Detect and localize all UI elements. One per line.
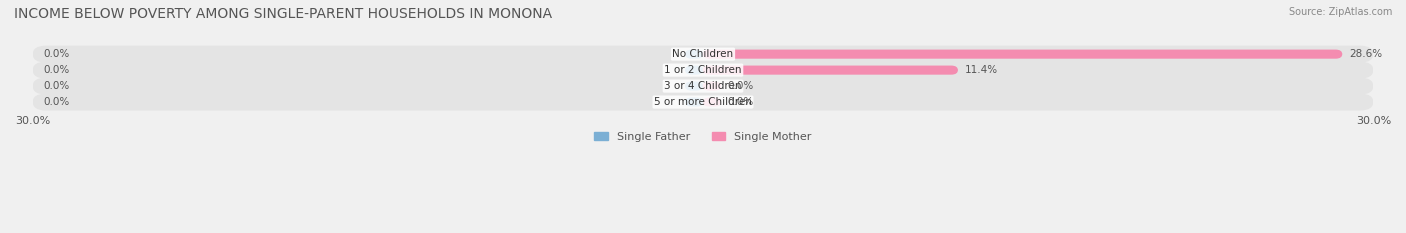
Text: 0.0%: 0.0% bbox=[44, 49, 70, 59]
Text: 0.0%: 0.0% bbox=[44, 81, 70, 91]
Legend: Single Father, Single Mother: Single Father, Single Mother bbox=[591, 127, 815, 146]
Text: 11.4%: 11.4% bbox=[965, 65, 998, 75]
Text: 0.0%: 0.0% bbox=[727, 81, 754, 91]
Text: 5 or more Children: 5 or more Children bbox=[654, 97, 752, 107]
FancyBboxPatch shape bbox=[703, 82, 721, 91]
FancyBboxPatch shape bbox=[703, 97, 721, 107]
Text: 0.0%: 0.0% bbox=[727, 97, 754, 107]
FancyBboxPatch shape bbox=[685, 97, 703, 107]
Text: 28.6%: 28.6% bbox=[1348, 49, 1382, 59]
FancyBboxPatch shape bbox=[703, 50, 1343, 59]
Text: 1 or 2 Children: 1 or 2 Children bbox=[664, 65, 742, 75]
Text: 0.0%: 0.0% bbox=[44, 65, 70, 75]
Text: No Children: No Children bbox=[672, 49, 734, 59]
FancyBboxPatch shape bbox=[32, 93, 1374, 110]
FancyBboxPatch shape bbox=[32, 78, 1374, 95]
Text: Source: ZipAtlas.com: Source: ZipAtlas.com bbox=[1288, 7, 1392, 17]
FancyBboxPatch shape bbox=[703, 65, 957, 75]
FancyBboxPatch shape bbox=[685, 65, 703, 75]
Text: 3 or 4 Children: 3 or 4 Children bbox=[664, 81, 742, 91]
FancyBboxPatch shape bbox=[32, 46, 1374, 63]
FancyBboxPatch shape bbox=[685, 50, 703, 59]
Text: 0.0%: 0.0% bbox=[44, 97, 70, 107]
Text: INCOME BELOW POVERTY AMONG SINGLE-PARENT HOUSEHOLDS IN MONONA: INCOME BELOW POVERTY AMONG SINGLE-PARENT… bbox=[14, 7, 553, 21]
FancyBboxPatch shape bbox=[32, 62, 1374, 79]
FancyBboxPatch shape bbox=[685, 82, 703, 91]
